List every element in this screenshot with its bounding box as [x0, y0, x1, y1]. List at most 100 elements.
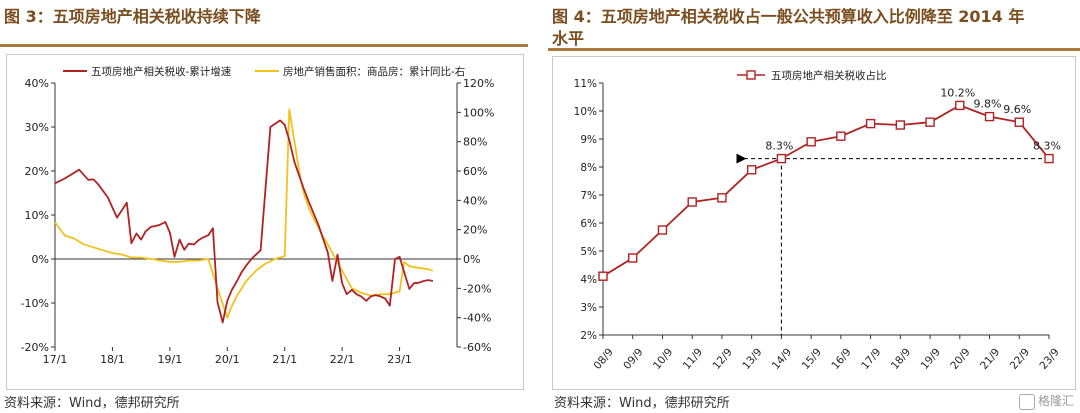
right-figure: 图 4：五项房地产相关税收占一般公共预算收入比例降至 2014 年 水平 五项房…	[548, 0, 1080, 413]
legend-label-share: 五项房地产相关税收占比	[771, 69, 887, 82]
x-tick-label: 23/9	[1038, 346, 1062, 372]
left-legend: 五项房地产相关税收-累计增速 房地产销售面积：商品房：累计同比-右	[63, 65, 465, 78]
data-label: 9.6%	[1003, 103, 1031, 116]
data-point-marker	[657, 225, 668, 235]
left-chart: 五项房地产相关税收-累计增速 房地产销售面积：商品房：累计同比-右 40% 30%…	[21, 65, 495, 366]
series-line-tax-growth	[54, 119, 434, 324]
series-line-sales-area	[54, 108, 434, 319]
legend-marker-share	[746, 70, 756, 80]
y-left-tick-label: -20%	[21, 341, 49, 354]
x-tick-label: 10/9	[651, 346, 675, 372]
right-title-rule	[548, 48, 1080, 51]
y-tick-label: 3%	[580, 302, 597, 314]
x-tick-label: 20/1	[215, 353, 240, 366]
x-tick-label: 08/9	[592, 346, 616, 372]
y-right-tick-label: 80%	[463, 136, 487, 149]
x-tick-label: 19/1	[158, 353, 183, 366]
x-tick-label: 20/9	[948, 346, 972, 372]
left-figure-title: 图 3：五项房地产相关税收持续下降	[4, 7, 261, 26]
y-tick-label: 7%	[580, 190, 597, 202]
x-tick-label: 22/1	[330, 353, 355, 366]
x-tick-label: 16/9	[829, 346, 853, 372]
x-tick-label: 18/9	[889, 346, 913, 372]
x-tick-label: 09/9	[621, 346, 645, 372]
right-chart-frame: 五项房地产相关税收占比 11% 10% 9% 8% 7% 6% 5% 4% 3% 2% 08/9 09…	[552, 56, 1076, 390]
y-tick-label: 6%	[580, 218, 597, 230]
y-tick-label: 5%	[580, 246, 597, 258]
x-tick-label: 15/9	[800, 346, 824, 372]
data-point-marker	[628, 253, 638, 263]
data-point-marker	[746, 165, 757, 175]
y-tick-label: 10%	[574, 106, 597, 118]
y-tick-label: 2%	[580, 330, 597, 342]
x-tick-label: 17/1	[43, 353, 68, 366]
data-label: 8.3%	[765, 140, 793, 153]
series-line-share	[602, 104, 1050, 277]
right-figure-title: 图 4：五项房地产相关税收占一般公共预算收入比例降至 2014 年 水平	[552, 6, 1024, 50]
left-chart-frame: 五项房地产相关税收-累计增速 房地产销售面积：商品房：累计同比-右 40% 30%…	[6, 54, 524, 390]
y-right-tick-label: -60%	[463, 341, 491, 354]
data-point-marker	[895, 120, 906, 130]
x-tick-label: 14/9	[770, 346, 794, 372]
left-title-rule	[0, 44, 528, 47]
x-tick-label: 17/9	[859, 346, 883, 372]
watermark-text: 格隆汇	[1037, 394, 1074, 408]
data-point-marker	[984, 111, 995, 122]
watermark-logo-icon	[1018, 393, 1035, 410]
data-label: 10.2%	[940, 86, 975, 99]
right-source: 资料来源：Wind，德邦研究所	[554, 396, 730, 411]
data-point-marker	[1044, 153, 1054, 164]
y-tick-label: 9%	[580, 134, 597, 146]
y-left-tick-label: 10%	[25, 209, 49, 222]
right-axes: 11% 10% 9% 8% 7% 6% 5% 4% 3% 2% 08/9 09/9 10/9 11/9 12…	[574, 78, 1062, 372]
left-figure: 图 3：五项房地产相关税收持续下降 五项房地产相关税收-累计增速 房地产销售面积…	[0, 0, 528, 413]
y-left-tick-label: 0%	[32, 253, 49, 266]
y-right-tick-label: 100%	[463, 106, 494, 119]
right-figure-title-line1: 图 4：五项房地产相关税收占一般公共预算收入比例降至 2014 年	[552, 7, 1025, 26]
y-right-tick-label: 120%	[463, 77, 494, 90]
x-tick-label: 21/1	[272, 353, 297, 366]
y-left-tick-label: 30%	[25, 121, 49, 134]
y-right-tick-label: -40%	[463, 312, 491, 325]
data-point-marker	[806, 137, 816, 147]
x-tick-label: 11/9	[681, 346, 705, 372]
x-tick-label: 21/9	[978, 346, 1002, 372]
legend-label-tax: 五项房地产相关税收-累计增速	[91, 65, 232, 78]
y-right-tick-label: -20%	[463, 282, 491, 295]
x-tick-label: 13/9	[740, 346, 764, 372]
left-axes: 40% 30% 20% 10% 0% -10% -20% 120% 100% 80% 60% 40% 2…	[21, 77, 495, 366]
watermark: 格隆汇	[1018, 392, 1074, 410]
y-right-tick-label: 0%	[463, 253, 480, 266]
x-tick-label: 18/1	[100, 353, 125, 366]
data-label: 9.8%	[974, 98, 1002, 111]
right-figure-title-line2: 水平	[552, 29, 585, 48]
right-series: 8.3% 10.2%9.8% 9.6% 8.3%	[598, 86, 1061, 281]
y-tick-label: 11%	[574, 78, 597, 90]
y-left-tick-label: 20%	[25, 165, 49, 178]
data-point-marker	[955, 100, 965, 111]
data-point-marker	[836, 131, 846, 141]
x-tick-label: 19/9	[919, 346, 943, 372]
left-source: 资料来源：Wind，德邦研究所	[4, 396, 180, 411]
left-series	[54, 108, 434, 324]
y-right-tick-label: 40%	[463, 194, 487, 207]
y-tick-label: 4%	[580, 274, 597, 286]
data-point-marker	[687, 197, 697, 207]
data-label: 8.3%	[1033, 140, 1061, 153]
x-tick-label: 23/1	[387, 353, 412, 366]
y-tick-label: 8%	[580, 162, 597, 174]
data-point-marker	[1014, 117, 1024, 127]
y-right-tick-label: 60%	[463, 165, 487, 178]
y-right-tick-label: 20%	[463, 224, 487, 237]
data-point-marker	[598, 271, 608, 281]
data-point-marker	[865, 118, 876, 129]
data-point-marker	[925, 117, 935, 127]
x-tick-label: 22/9	[1008, 346, 1032, 372]
right-chart: 五项房地产相关税收占比 11% 10% 9% 8% 7% 6% 5% 4% 3% 2% 08/9 09…	[574, 69, 1062, 372]
data-point-marker	[717, 193, 727, 203]
right-legend: 五项房地产相关税收占比	[737, 69, 887, 82]
legend-label-sales: 房地产销售面积：商品房：累计同比-右	[283, 65, 465, 78]
x-tick-label: 12/9	[710, 346, 734, 372]
data-point-marker	[776, 153, 787, 164]
y-left-tick-label: -10%	[21, 297, 49, 310]
